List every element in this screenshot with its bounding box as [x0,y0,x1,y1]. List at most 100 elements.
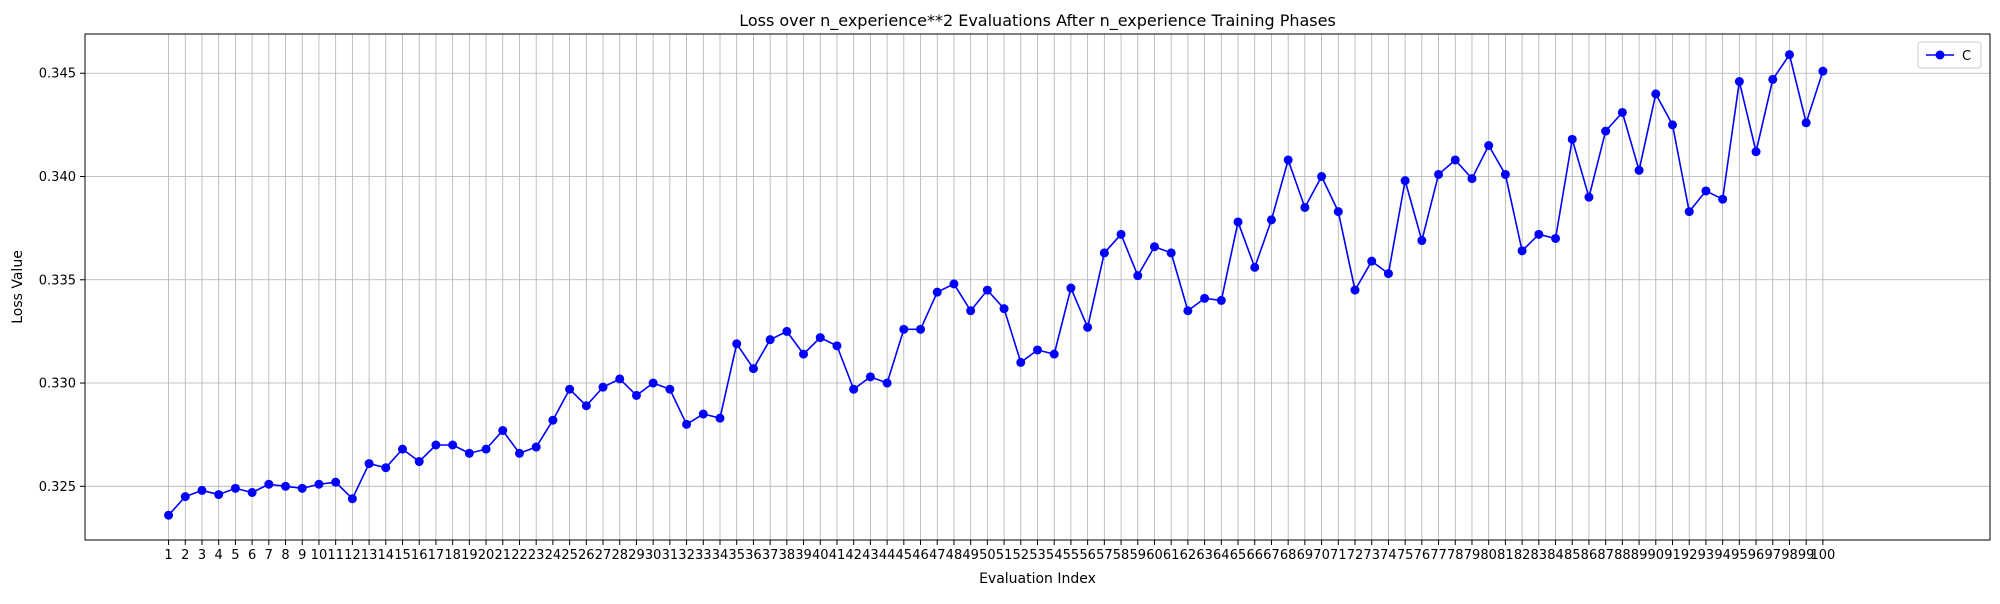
data-point [1617,107,1627,117]
x-tick-label: 53 [1029,548,1046,563]
data-point [1634,165,1644,175]
data-point [1467,174,1477,184]
data-point [799,349,809,359]
x-tick-label: 52 [1013,548,1030,563]
x-tick-label: 45 [896,548,913,563]
x-tick-label: 6 [248,548,256,563]
data-point [949,279,959,289]
x-tick-label: 87 [1597,548,1614,563]
data-point [1200,293,1210,303]
y-tick-label: 0.345 [39,67,76,82]
data-point [748,364,758,374]
data-point [1551,233,1561,243]
data-point [982,285,992,295]
x-tick-label: 16 [411,548,428,563]
data-point [214,490,224,500]
x-tick-label: 97 [1764,548,1781,563]
data-point [715,413,725,423]
data-point [1350,285,1360,295]
x-tick-label: 14 [378,548,395,563]
data-point [1216,295,1226,305]
x-tick-label: 95 [1731,548,1748,563]
x-tick-label: 29 [628,548,645,563]
x-tick-label: 21 [494,548,511,563]
x-tick-label: 64 [1213,548,1230,563]
x-tick-label: 22 [511,548,528,563]
data-point [431,440,441,450]
x-tick-label: 86 [1581,548,1598,563]
data-point [782,326,792,336]
data-point [1250,262,1260,272]
data-point [1734,77,1744,87]
axis-ticks: 1 2 3 4 5 6 7 8 9 10 11 12 13 14 15 16 17 18 19 20 21 22 23 24 2… [39,67,1836,563]
y-tick-label: 0.330 [39,377,76,392]
x-tick-label: 25 [561,548,578,563]
data-point [615,374,625,384]
x-tick-label: 72 [1347,548,1364,563]
x-tick-label: 49 [962,548,979,563]
data-point [1133,271,1143,281]
data-point [815,333,825,343]
x-tick-label: 46 [912,548,929,563]
x-tick-label: 48 [946,548,963,563]
data-point [331,477,341,487]
x-tick-label: 75 [1397,548,1414,563]
data-point [1333,207,1343,217]
x-tick-label: 17 [428,548,445,563]
data-point [164,510,174,520]
data-point [849,384,859,394]
data-point [1684,207,1694,217]
data-point [1383,269,1393,279]
x-tick-label: 85 [1564,548,1581,563]
legend: C [1917,41,1982,69]
data-point [1183,306,1193,316]
x-tick-label: 51 [996,548,1013,563]
data-point [882,378,892,388]
x-tick-label: 68 [1280,548,1297,563]
x-tick-label: 74 [1380,548,1397,563]
x-tick-label: 81 [1497,548,1514,563]
x-tick-label: 99 [1798,548,1815,563]
data-point [1016,357,1026,367]
x-tick-label: 89 [1631,548,1648,563]
x-tick-label: 88 [1614,548,1631,563]
data-point [1818,66,1828,76]
data-point [448,440,458,450]
data-point [281,481,291,491]
x-tick-label: 18 [444,548,461,563]
data-point [682,419,692,429]
data-point [197,485,207,495]
data-point [1417,236,1427,246]
data-point [698,409,708,419]
x-tick-label: 11 [327,548,344,563]
x-tick-label: 60 [1146,548,1163,563]
x-tick-label: 100 [1810,548,1835,563]
x-tick-label: 31 [662,548,679,563]
legend-label: C [1962,49,1971,64]
data-point [481,444,491,454]
data-point [1768,74,1778,84]
data-point [1651,89,1661,99]
data-point [899,324,909,334]
data-point [565,384,575,394]
data-point [1116,229,1126,239]
data-point [1500,169,1510,179]
data-point [414,457,424,467]
x-tick-label: 50 [979,548,996,563]
x-tick-label: 1 [164,548,172,563]
x-tick-label: 70 [1313,548,1330,563]
data-point [581,401,591,411]
x-tick-label: 84 [1547,548,1564,563]
data-point [1534,229,1544,239]
data-point [1601,126,1611,136]
data-point [464,448,474,458]
data-point [264,479,274,489]
legend-marker [1935,50,1945,60]
x-tick-label: 2 [181,548,189,563]
data-point [297,483,307,493]
data-point [1517,246,1527,256]
data-point [999,304,1009,314]
data-point [631,390,641,400]
